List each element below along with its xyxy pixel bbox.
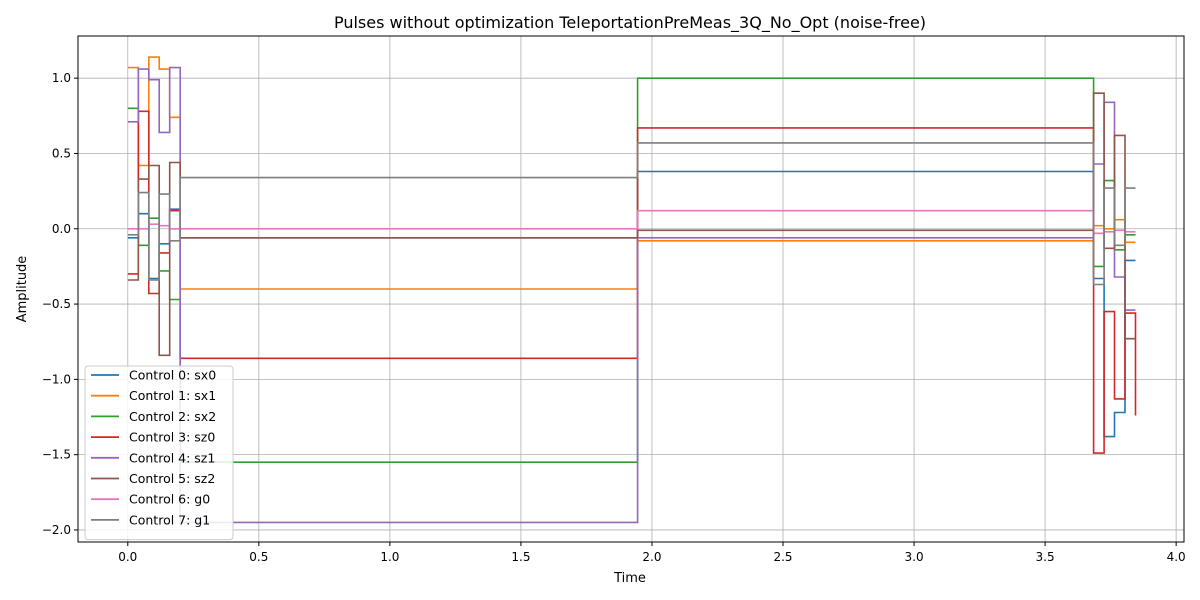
legend-entry: Control 6: g0: [129, 492, 210, 507]
legend-entry: Control 1: sx1: [129, 388, 216, 403]
x-tick-label: 1.5: [511, 550, 530, 564]
x-tick-label: 3.0: [905, 550, 924, 564]
legend-entry: Control 2: sx2: [129, 409, 216, 424]
x-tick-label: 2.5: [773, 550, 792, 564]
x-tick-label: 2.0: [642, 550, 661, 564]
x-tick-label: 3.5: [1036, 550, 1055, 564]
legend-entry: Control 7: g1: [129, 512, 210, 527]
y-axis-label: Amplitude: [15, 256, 30, 323]
plot-frame: [77, 35, 1185, 543]
x-tick-label: 1.0: [380, 550, 399, 564]
y-tick-label: −0.5: [42, 297, 71, 311]
legend-entry: Control 3: sz0: [129, 430, 215, 445]
legend-entry: Control 0: sx0: [129, 368, 216, 383]
x-tick-label: 4.0: [1167, 550, 1186, 564]
legend-box: [84, 365, 234, 541]
x-axis-label: Time: [613, 571, 646, 586]
legend: Control 0: sx0 Control 1: sx1 Control 2: s…: [84, 365, 234, 541]
chart-title: Pulses without optimization Teleportatio…: [334, 13, 926, 33]
y-tick-label: 1.0: [52, 71, 71, 85]
y-tick-label: 0.5: [52, 146, 71, 160]
legend-entry: Control 4: sz1: [129, 450, 215, 465]
legend-entry: Control 5: sz2: [129, 471, 215, 486]
y-tick-label: −1.0: [42, 372, 71, 386]
y-tick-label: 0.0: [52, 222, 71, 236]
x-tick-label: 0.5: [249, 550, 268, 564]
y-tick-label: −2.0: [42, 523, 71, 537]
x-axis-ticks: 0.0 0.5 1.0 1.5 2.0 2.5 3.0 3.5 4.0: [118, 542, 1186, 564]
x-tick-label: 0.0: [118, 550, 137, 564]
y-axis-ticks: −2.0 −1.5 −1.0 −0.5 0.0 0.5 1.0: [42, 71, 78, 537]
y-tick-label: −1.5: [42, 448, 71, 462]
series-line-control-7: [127, 142, 1136, 286]
series-lines: [127, 56, 1137, 524]
